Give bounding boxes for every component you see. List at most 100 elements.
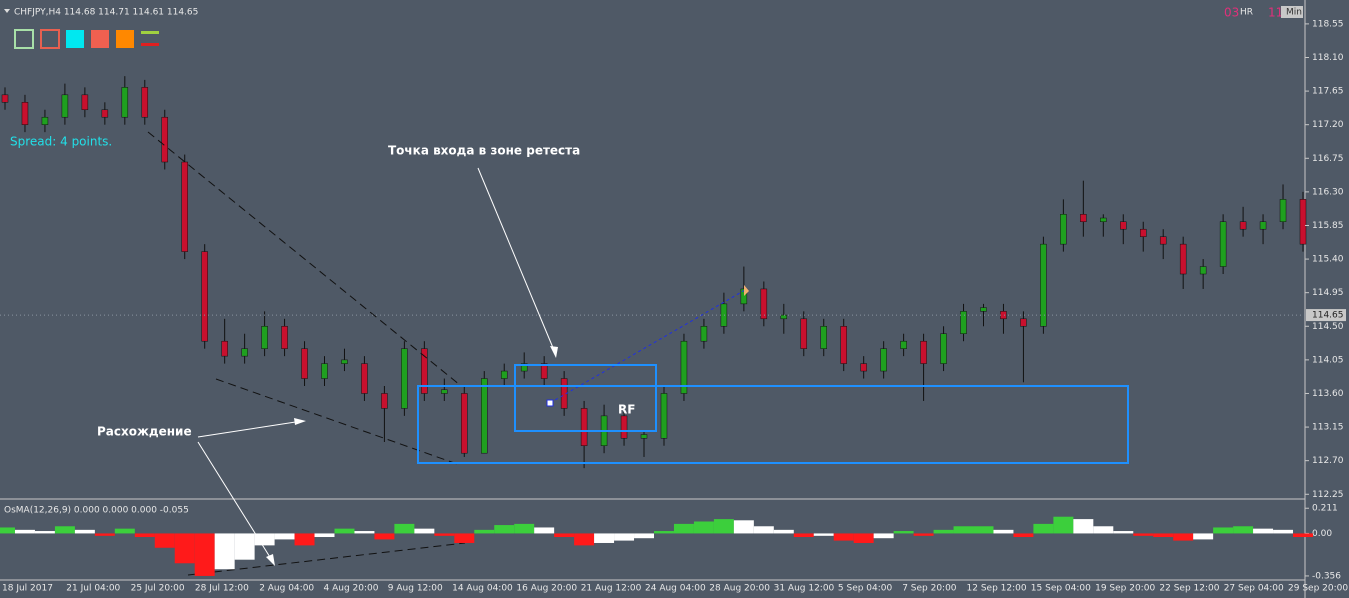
entry-line <box>549 289 746 404</box>
divergence-annotation: Расхождение <box>97 425 192 439</box>
candle-body <box>920 340 927 364</box>
osma-bar <box>753 526 774 534</box>
candle-body <box>101 109 109 118</box>
candle-body <box>580 408 588 446</box>
x-tick-label: 22 Sep 12:00 <box>1159 584 1219 594</box>
divergence-line <box>215 378 461 466</box>
osma-bar <box>14 529 35 534</box>
y-tick-label: 115.40 <box>1312 255 1344 265</box>
y-tick-label: 117.20 <box>1312 120 1344 130</box>
candle-body <box>161 116 169 163</box>
candle-body <box>1040 243 1047 327</box>
x-tick-label: 25 Jul 20:00 <box>131 584 185 594</box>
osma-bar <box>374 533 395 540</box>
candle-body <box>321 363 328 379</box>
candle-body <box>1299 199 1307 245</box>
osma-bar <box>614 533 635 541</box>
x-tick-label: 4 Aug 20:00 <box>324 584 379 594</box>
osma-bar <box>993 529 1014 534</box>
candle-body <box>700 326 708 342</box>
osma-bar <box>973 526 994 534</box>
min-button-label[interactable]: Min <box>1286 8 1302 18</box>
candle-body <box>21 102 29 125</box>
x-tick-label: 21 Jul 04:00 <box>66 584 120 594</box>
y-tick-label: 116.30 <box>1312 187 1344 197</box>
y-tick-label: 118.10 <box>1312 53 1344 63</box>
x-tick-label: 15 Sep 04:00 <box>1031 584 1091 594</box>
x-tick-label: 28 Aug 20:00 <box>709 584 770 594</box>
candle-body <box>620 415 628 439</box>
tool-icon[interactable] <box>91 30 109 48</box>
retest-box <box>514 364 657 432</box>
arrow <box>197 420 303 438</box>
tool-icon[interactable] <box>141 43 159 46</box>
candle-body <box>1219 221 1227 267</box>
price-tag <box>1306 309 1346 322</box>
x-tick-label: 24 Aug 04:00 <box>645 584 706 594</box>
candle-body <box>441 389 448 394</box>
candle-body <box>1020 318 1027 327</box>
candle-body <box>1159 236 1167 245</box>
candle-body <box>261 326 268 349</box>
osma-bar <box>654 531 674 534</box>
osma-bar <box>733 520 754 534</box>
entry-annotation: Точка входа в зоне ретеста <box>388 144 580 158</box>
x-tick-label: 27 Sep 04:00 <box>1224 584 1284 594</box>
osma-bar <box>454 533 475 543</box>
tool-icon[interactable] <box>14 29 34 49</box>
osma-bar <box>174 533 195 564</box>
tool-icon[interactable] <box>40 29 60 49</box>
candle-body <box>540 363 548 379</box>
arrow <box>477 167 557 356</box>
y-tick-label: 112.25 <box>1312 490 1344 500</box>
x-tick-label: 29 Sep 20:00 <box>1288 584 1348 594</box>
osma-bar <box>434 533 455 536</box>
tool-icon[interactable] <box>141 31 159 34</box>
osma-bar <box>134 533 155 538</box>
y-tick-label: 114.50 <box>1312 322 1344 332</box>
osma-bar <box>773 529 794 534</box>
osma-bar <box>1113 531 1134 534</box>
candle-body <box>800 318 808 349</box>
candle-body <box>740 288 748 305</box>
osma-bar <box>214 533 235 570</box>
osma-bar <box>833 533 854 541</box>
candle-body <box>181 161 188 252</box>
candle-body <box>980 307 987 312</box>
osma-bar <box>1013 533 1034 538</box>
x-tick-label: 14 Aug 04:00 <box>452 584 513 594</box>
osma-bar <box>334 528 355 534</box>
candle-body <box>361 363 368 394</box>
candle-body <box>1000 311 1007 320</box>
candle-body <box>660 393 668 439</box>
spread-label: Spread: 4 points. <box>10 135 112 149</box>
y-tick-label: 118.55 <box>1312 19 1344 29</box>
osma-bar <box>1293 533 1313 538</box>
tool-icon[interactable] <box>66 30 84 48</box>
y-tick-label: 0.00 <box>1312 529 1332 539</box>
candle-body <box>481 378 488 454</box>
candle-body <box>880 348 887 372</box>
candle-body <box>1279 199 1287 222</box>
timer: 03 <box>1224 6 1239 20</box>
candle-body <box>341 359 348 364</box>
candle-body <box>81 94 89 111</box>
candle-body <box>1120 221 1127 230</box>
osma-bar <box>0 527 15 534</box>
arrowhead <box>294 418 306 425</box>
osma-bar <box>74 529 95 534</box>
mark-label: 11 <box>1268 6 1283 20</box>
candle-body <box>421 348 428 394</box>
min-button[interactable] <box>1281 6 1303 18</box>
collapse-icon[interactable] <box>4 9 10 13</box>
osma-bar <box>354 531 375 534</box>
osma-bar <box>713 519 734 534</box>
arrowhead <box>266 554 275 566</box>
osma-bar <box>34 531 55 534</box>
osma-bar <box>1213 527 1234 534</box>
zone-label: RF <box>618 403 635 417</box>
tool-icon[interactable] <box>116 30 134 48</box>
hr-label: HR <box>1240 8 1253 18</box>
